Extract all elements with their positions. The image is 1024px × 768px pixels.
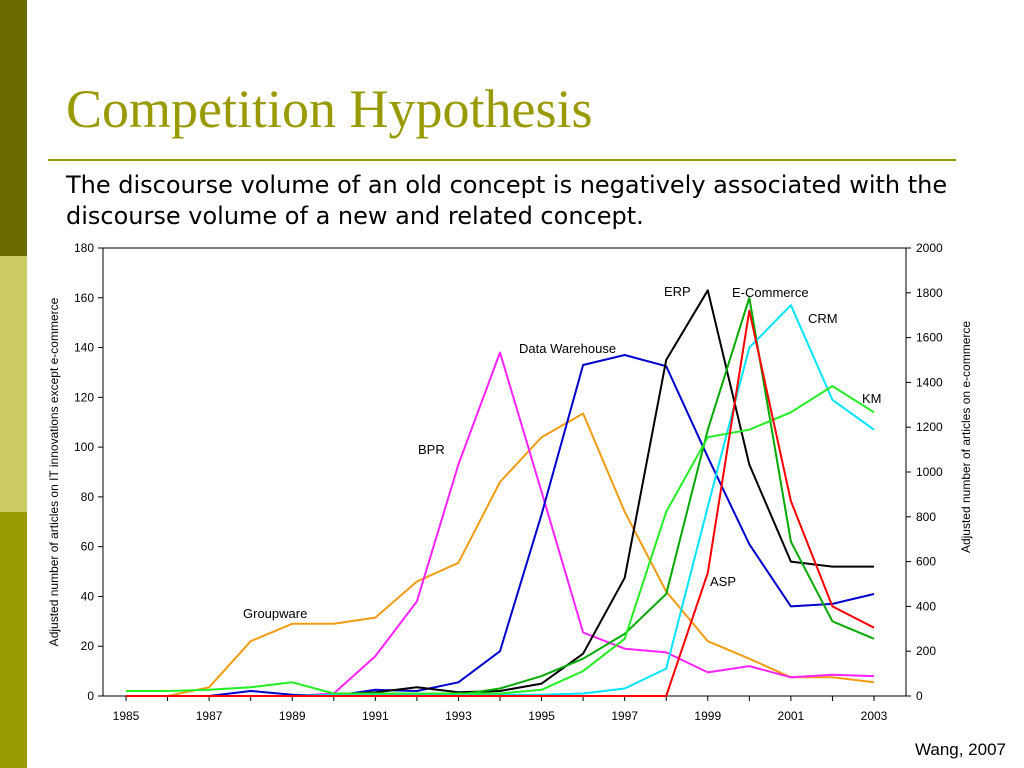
series-line-data-warehouse	[126, 354, 875, 697]
x-tick-label: 1985	[113, 709, 140, 723]
annotation-crm: CRM	[808, 311, 838, 326]
annotation-e-commerce: E-Commerce	[732, 285, 809, 300]
slide-body-text: The discourse volume of an old concept i…	[66, 171, 948, 230]
decor-stripe-olive	[0, 512, 27, 768]
x-tick-label: 2003	[861, 709, 888, 723]
x-tick-label: 2001	[778, 709, 805, 723]
y-tick-label: 180	[74, 241, 94, 255]
x-tick-label: 1991	[362, 709, 389, 723]
decor-stripe-dark	[0, 0, 27, 256]
x-tick-label: 1995	[528, 709, 555, 723]
y2-tick-label: 800	[916, 510, 936, 524]
y-tick-label: 20	[81, 639, 95, 653]
citation: Wang, 2007	[914, 740, 1006, 759]
x-tick-label: 1987	[196, 709, 223, 723]
series-line-groupware	[126, 412, 875, 697]
y-tick-label: 60	[81, 540, 95, 554]
annotation-groupware: Groupware	[243, 606, 307, 621]
annotation-data-warehouse: Data Warehouse	[519, 341, 616, 356]
series-line-asp	[126, 296, 875, 697]
y2-axis-label: Adjusted number of articles on e-commerc…	[959, 321, 973, 553]
y2-tick-label: 400	[916, 599, 936, 613]
x-tick-label: 1999	[694, 709, 721, 723]
y2-tick-label: 1200	[916, 420, 943, 434]
y2-tick-label: 2000	[916, 241, 943, 255]
annotation-asp: ASP	[710, 574, 736, 589]
annotation-bpr: BPR	[418, 442, 445, 457]
line-chart: 0204060801001201401601800200400600800100…	[47, 241, 973, 723]
y2-tick-label: 1000	[916, 465, 943, 479]
y-tick-label: 40	[81, 589, 95, 603]
annotation-km: KM	[862, 391, 882, 406]
y-tick-label: 80	[81, 490, 95, 504]
y2-tick-label: 0	[916, 689, 923, 703]
y-tick-label: 100	[74, 440, 94, 454]
y-tick-label: 120	[74, 390, 94, 404]
y2-tick-label: 200	[916, 644, 936, 658]
slide-title: Competition Hypothesis	[66, 79, 593, 139]
series-line-erp	[126, 289, 874, 697]
y2-tick-label: 600	[916, 555, 936, 569]
y-axis-label: Adjusted number of articles on IT innova…	[47, 297, 61, 646]
y2-tick-label: 1400	[916, 375, 943, 389]
annotation-erp: ERP	[664, 284, 691, 299]
y-tick-label: 140	[74, 341, 94, 355]
y-tick-label: 0	[87, 689, 94, 703]
x-tick-label: 1993	[445, 709, 472, 723]
series-line-bpr	[126, 351, 875, 697]
x-tick-label: 1997	[611, 709, 638, 723]
series-line-e-commerce	[126, 309, 875, 697]
title-divider	[48, 159, 956, 161]
y2-tick-label: 1800	[916, 286, 943, 300]
y-tick-label: 160	[74, 291, 94, 305]
decor-stripe-light	[0, 256, 27, 512]
y2-tick-label: 1600	[916, 331, 943, 345]
x-tick-label: 1989	[279, 709, 306, 723]
series-line-km	[126, 385, 875, 695]
